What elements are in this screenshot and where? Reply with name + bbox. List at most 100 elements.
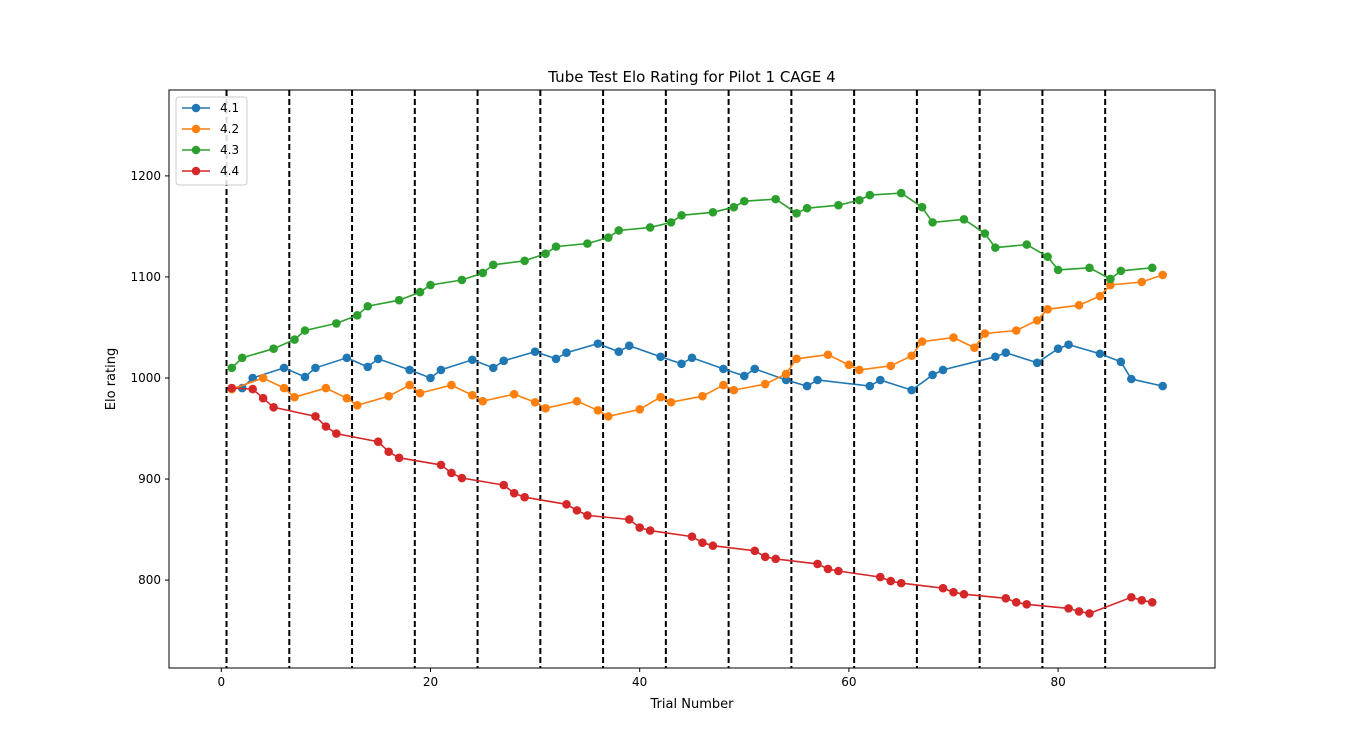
- data-point: [708, 207, 718, 217]
- y-tick-label: 1100: [130, 270, 161, 284]
- data-point: [645, 223, 655, 232]
- data-point: [1022, 600, 1032, 609]
- data-point: [635, 405, 644, 414]
- data-point: [1053, 265, 1063, 275]
- data-point: [1053, 344, 1063, 353]
- data-point: [781, 375, 791, 385]
- data-point: [677, 359, 686, 369]
- data-point: [373, 354, 383, 364]
- data-point: [332, 429, 341, 438]
- data-point: [896, 578, 906, 588]
- data-point: [373, 437, 383, 446]
- data-point: [938, 365, 948, 375]
- data-point: [949, 333, 958, 342]
- data-point: [729, 385, 739, 395]
- data-point: [635, 523, 644, 532]
- data-point: [520, 256, 529, 266]
- data-point: [1137, 277, 1147, 287]
- data-point: [457, 473, 467, 483]
- data-point: [363, 362, 373, 372]
- series-line: [231, 274, 1163, 418]
- data-point: [384, 447, 393, 457]
- data-point: [1074, 300, 1084, 310]
- y-tick-label: 900: [138, 472, 161, 486]
- data-point: [750, 364, 760, 374]
- data-point: [311, 363, 320, 373]
- data-point: [478, 268, 488, 278]
- data-point: [917, 337, 927, 346]
- data-point: [311, 412, 320, 421]
- data-point: [468, 355, 477, 365]
- data-point: [991, 243, 1000, 252]
- data-point: [823, 350, 833, 360]
- data-point: [928, 370, 937, 380]
- data-point: [551, 354, 561, 364]
- data-point: [352, 400, 362, 410]
- data-point: [614, 347, 624, 357]
- data-point: [415, 388, 425, 398]
- data-point: [279, 363, 289, 373]
- data-point: [488, 260, 498, 270]
- data-point: [698, 391, 707, 401]
- data-point: [677, 211, 686, 220]
- data-point: [740, 196, 749, 206]
- y-tick-label: 1200: [130, 169, 161, 183]
- data-point: [792, 354, 801, 364]
- data-point: [332, 319, 341, 328]
- x-axis-ticks: 0 20 40 60 80: [217, 668, 1066, 689]
- data-point: [729, 202, 739, 212]
- series-layer: [227, 188, 1167, 618]
- data-point: [321, 422, 331, 431]
- legend-marker: [191, 166, 201, 176]
- data-point: [447, 468, 456, 478]
- data-point: [980, 229, 990, 238]
- data-point: [1022, 240, 1032, 249]
- data-point: [656, 352, 665, 362]
- data-point: [342, 393, 352, 403]
- data-point: [1137, 595, 1147, 605]
- data-point: [719, 364, 728, 374]
- data-point: [1085, 263, 1094, 273]
- data-point: [436, 365, 446, 375]
- data-point: [834, 566, 843, 576]
- legend-marker: [191, 124, 201, 134]
- legend-box: [175, 96, 248, 186]
- data-point: [645, 526, 655, 535]
- data-point: [760, 379, 770, 389]
- data-point: [394, 453, 404, 463]
- data-point: [415, 287, 425, 297]
- data-point: [509, 488, 519, 498]
- data-point: [562, 348, 571, 358]
- series-line: [231, 192, 1153, 369]
- data-point: [1085, 609, 1094, 618]
- data-point: [530, 347, 540, 357]
- data-point: [991, 352, 1000, 362]
- data-point: [342, 353, 352, 363]
- data-point: [802, 203, 812, 213]
- data-point: [300, 326, 310, 335]
- data-point: [520, 492, 529, 502]
- legend-label: 4.2: [220, 122, 239, 136]
- data-point: [1116, 266, 1126, 276]
- legend-label: 4.4: [220, 164, 239, 178]
- data-point: [834, 200, 843, 210]
- data-point: [1064, 340, 1073, 349]
- data-point: [436, 460, 446, 470]
- data-point: [258, 393, 268, 403]
- data-point: [823, 564, 833, 574]
- legend-marker: [191, 145, 201, 155]
- data-point: [855, 195, 864, 205]
- data-point: [583, 239, 592, 248]
- data-point: [269, 344, 278, 353]
- data-point: [907, 385, 916, 395]
- data-point: [771, 194, 780, 204]
- data-point: [551, 242, 561, 251]
- legend-label: 4.3: [220, 143, 239, 157]
- data-point: [719, 380, 728, 390]
- y-axis-ticks: 800 900 1000 1100 1200: [130, 169, 169, 587]
- data-point: [1043, 304, 1052, 314]
- data-point: [279, 383, 289, 393]
- data-point: [875, 375, 885, 385]
- legend-item-4-1: 4.1: [182, 101, 239, 115]
